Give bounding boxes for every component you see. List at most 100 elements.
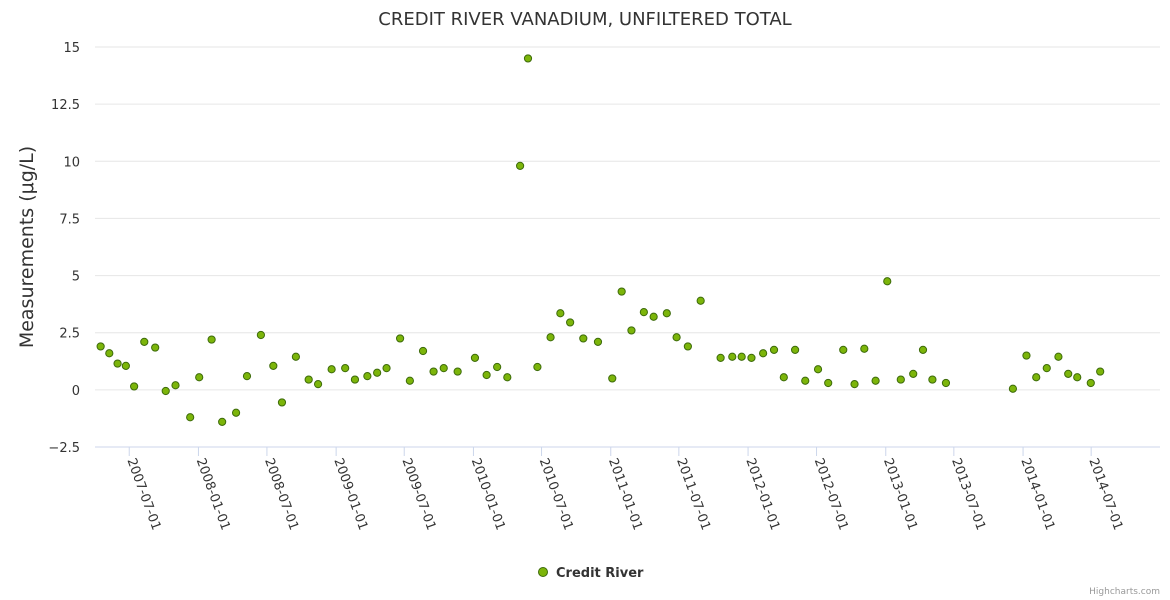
data-point[interactable] [470,353,480,362]
data-point[interactable] [850,380,859,389]
x-tick-label: 2008-07-01 [261,456,301,532]
data-point[interactable] [608,374,617,383]
data-point[interactable] [395,334,405,343]
data-point[interactable] [672,333,681,342]
data-point[interactable] [1086,378,1095,388]
data-point[interactable] [269,361,278,370]
data-point[interactable] [313,380,323,389]
data-point[interactable] [363,372,372,381]
data-point[interactable] [1042,364,1051,373]
x-tick-label: 2014-01-01 [1017,456,1057,532]
legend-marker[interactable] [538,567,548,577]
data-point[interactable] [801,376,810,385]
data-point[interactable] [195,373,204,382]
x-tick-label: 2007-07-01 [123,456,163,532]
data-point[interactable] [105,349,114,358]
data-point[interactable] [639,308,648,317]
data-point[interactable] [649,312,658,321]
data-point[interactable] [1096,367,1105,376]
data-point[interactable] [1073,373,1082,382]
data-point[interactable] [418,346,428,356]
data-point[interactable] [256,330,266,340]
data-point[interactable] [1064,369,1073,378]
x-tick-label: 2008-01-01 [193,456,233,532]
data-point[interactable] [523,54,533,63]
data-point[interactable] [231,408,241,417]
data-point[interactable] [728,352,737,361]
data-point[interactable] [533,362,542,372]
data-point[interactable] [121,361,130,370]
data-point[interactable] [304,375,313,384]
data-point[interactable] [790,345,800,354]
data-point[interactable] [242,372,252,381]
data-point[interactable] [277,398,287,407]
data-point[interactable] [683,342,692,351]
data-point[interactable] [824,378,833,388]
data-point[interactable] [130,382,139,391]
data-point[interactable] [482,370,491,380]
data-point[interactable] [871,376,880,385]
y-tick-label: 0 [72,384,80,399]
data-point[interactable] [207,335,216,344]
x-tick-label: 2010-01-01 [468,456,508,532]
data-point[interactable] [373,368,382,377]
data-point[interactable] [716,353,725,362]
x-tick-label: 2013-07-01 [948,456,988,532]
data-point[interactable] [350,375,360,384]
data-point[interactable] [439,364,448,373]
data-point[interactable] [291,352,300,361]
data-point[interactable] [382,364,391,373]
data-point[interactable] [140,337,149,346]
data-point[interactable] [617,287,626,296]
data-point[interactable] [883,277,892,286]
data-point[interactable] [747,353,756,362]
data-point[interactable] [151,343,160,352]
data-point[interactable] [909,369,918,378]
data-point[interactable] [737,352,746,361]
data-point[interactable] [759,349,768,358]
data-point[interactable] [1032,373,1041,382]
data-point[interactable] [405,376,414,385]
data-point[interactable] [429,367,438,376]
data-point[interactable] [161,386,170,396]
x-tick-label: 2013-01-01 [880,456,920,532]
data-point[interactable] [493,362,502,372]
x-tick-label: 2014-07-01 [1085,456,1125,532]
data-point[interactable] [627,326,636,335]
data-point[interactable] [696,296,705,305]
data-point[interactable] [1022,351,1031,360]
data-point[interactable] [1008,384,1018,393]
data-point[interactable] [546,333,555,342]
legend-item-credit-river[interactable]: Credit River [556,566,644,581]
credits-link[interactable]: Highcharts.com [1089,587,1160,597]
data-point[interactable] [662,309,671,318]
data-point[interactable] [503,373,512,382]
data-point[interactable] [453,367,462,376]
data-point[interactable] [341,364,350,373]
data-point[interactable] [839,345,848,354]
data-point[interactable] [1054,352,1063,361]
data-point[interactable] [186,413,195,422]
data-point[interactable] [566,318,575,327]
data-point[interactable] [593,337,603,346]
data-point[interactable] [327,365,336,374]
data-point[interactable] [218,417,227,426]
data-point[interactable] [918,345,928,354]
x-tick-label: 2009-07-01 [398,456,438,532]
data-point[interactable] [113,359,122,368]
x-tick-label: 2012-07-01 [811,456,851,532]
data-point[interactable] [941,378,951,388]
data-point[interactable] [769,345,779,354]
legend[interactable]: Credit River [538,566,645,581]
data-point[interactable] [171,381,180,390]
data-point[interactable] [556,309,565,318]
data-point[interactable] [813,365,823,374]
data-point[interactable] [515,161,525,170]
data-point[interactable] [928,375,937,384]
y-tick-label: 7.5 [59,212,80,227]
data-point[interactable] [779,373,788,382]
data-point[interactable] [579,334,588,343]
data-point[interactable] [896,375,905,384]
data-point[interactable] [860,344,869,353]
data-point[interactable] [96,342,105,351]
